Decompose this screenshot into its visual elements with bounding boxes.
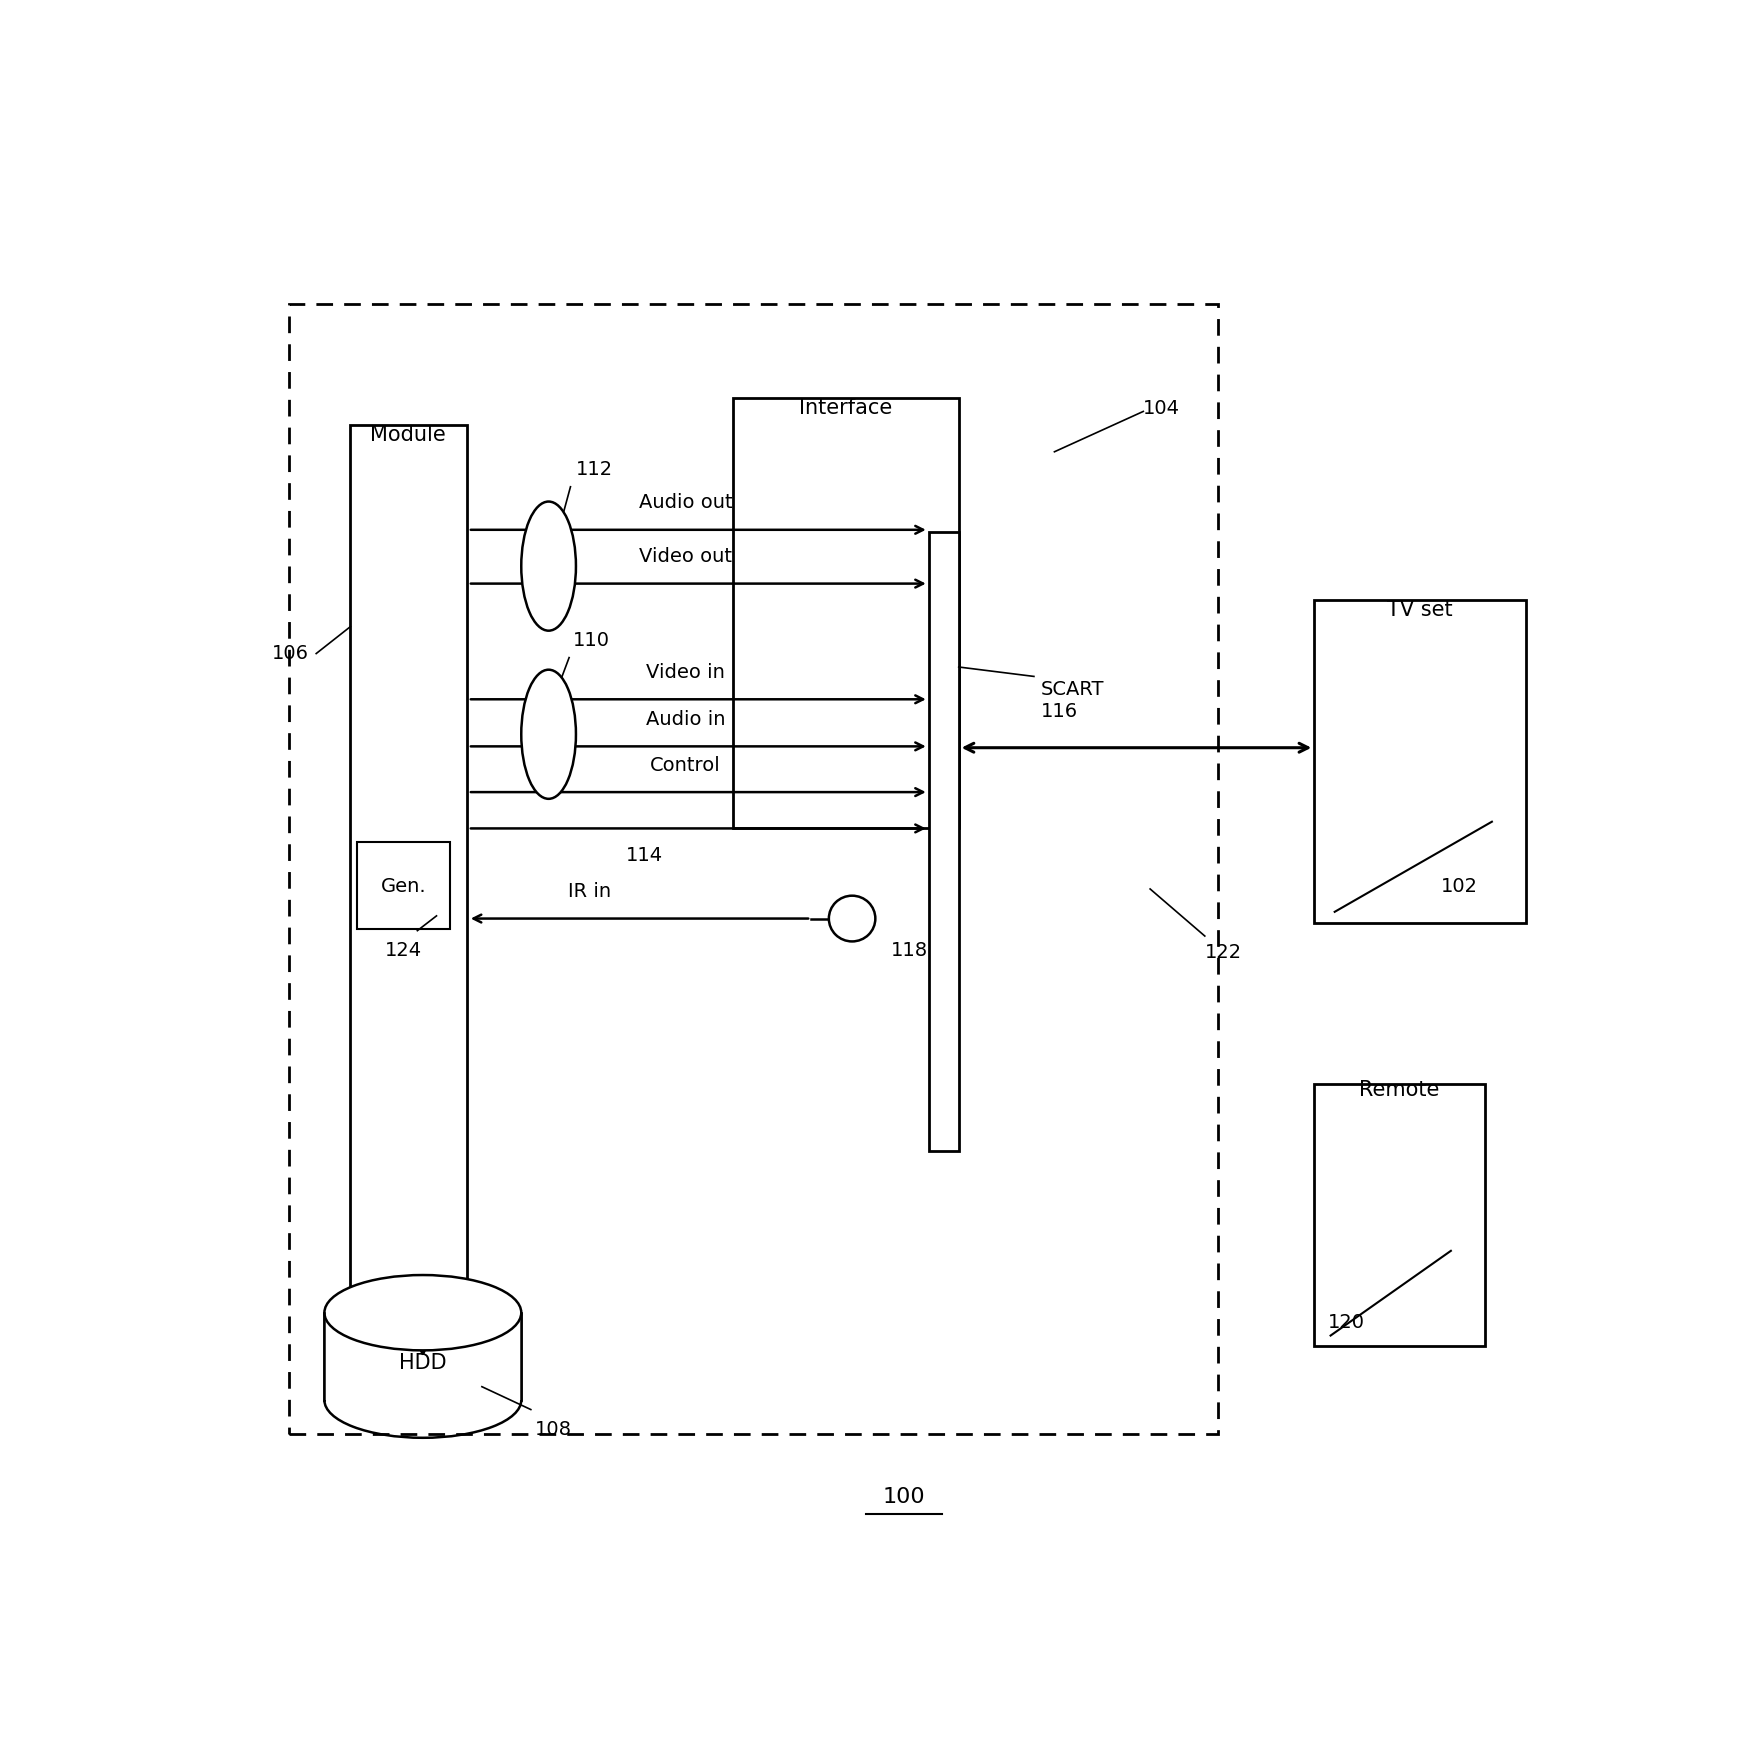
Bar — [289, 304, 1219, 1434]
Text: Audio in: Audio in — [646, 709, 725, 728]
Bar — [325, 1312, 522, 1399]
Text: 112: 112 — [575, 459, 614, 479]
Text: Remote: Remote — [1358, 1080, 1439, 1101]
Bar — [356, 842, 450, 929]
Text: 110: 110 — [573, 631, 610, 650]
Text: Module: Module — [370, 425, 446, 445]
Text: 120: 120 — [1328, 1312, 1365, 1331]
Ellipse shape — [325, 1275, 522, 1350]
Text: 106: 106 — [272, 645, 309, 664]
Text: SCART
116: SCART 116 — [1041, 680, 1104, 722]
Text: Audio out: Audio out — [639, 493, 732, 512]
Text: 108: 108 — [534, 1420, 572, 1440]
Text: TV set: TV set — [1387, 599, 1452, 620]
Ellipse shape — [522, 501, 575, 631]
Text: 114: 114 — [626, 846, 663, 865]
Text: 118: 118 — [891, 942, 928, 961]
Bar — [928, 533, 960, 1151]
Text: Video in: Video in — [646, 662, 725, 681]
Text: HDD: HDD — [399, 1354, 446, 1373]
Ellipse shape — [522, 669, 575, 798]
Bar — [351, 425, 466, 1326]
Bar — [1314, 599, 1526, 922]
Text: 122: 122 — [1205, 943, 1242, 963]
Text: Control: Control — [649, 756, 721, 774]
Text: Video out: Video out — [639, 547, 732, 566]
Text: IR in: IR in — [568, 882, 610, 901]
Bar — [1314, 1083, 1485, 1347]
Bar — [734, 398, 960, 828]
Text: 104: 104 — [1143, 398, 1180, 418]
Text: Interface: Interface — [799, 398, 893, 418]
Text: 124: 124 — [385, 942, 422, 961]
Text: 100: 100 — [882, 1487, 926, 1508]
Circle shape — [829, 896, 875, 942]
Text: 102: 102 — [1441, 877, 1478, 896]
Text: Gen.: Gen. — [381, 877, 427, 896]
